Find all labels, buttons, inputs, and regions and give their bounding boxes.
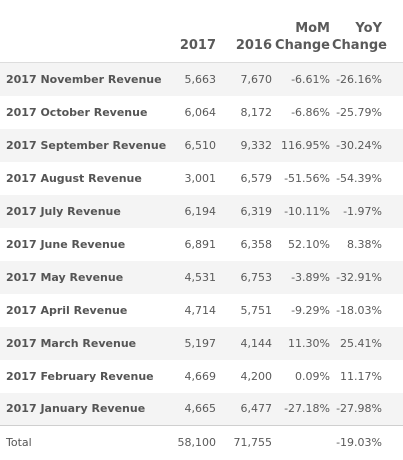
total-mom-change (274, 425, 332, 460)
row-2016-value: 4,200 (240, 369, 273, 383)
row-2017-value: 6,194 (184, 204, 217, 218)
total-row: Total 58,100 71,755 -19.03% (0, 425, 403, 460)
row-label: 2017 September Revenue (6, 138, 167, 152)
row-2016-value: 5,751 (240, 303, 273, 317)
row-mom-change: 52.10% (288, 237, 330, 251)
table-row: 2017 September Revenue 6,510 9,332 116.95% -… (0, 128, 403, 162)
header-yoy-change: YoY Change (332, 0, 403, 63)
row-2017-value: 5,663 (184, 72, 217, 86)
table-row: 2017 April Revenue 4,714 5,751 -9.29% -18.03… (0, 293, 403, 327)
row-yoy-change: 8.38% (347, 237, 382, 251)
table-row: 2017 November Revenue 5,663 7,670 -6.61% -26… (0, 62, 403, 96)
row-label: 2017 May Revenue (6, 270, 124, 284)
row-mom-change: 0.09% (295, 369, 330, 383)
table-row: 2017 March Revenue 5,197 4,144 11.30% 25.41% (0, 326, 403, 360)
row-2017-value: 3,001 (184, 171, 217, 185)
row-2016-value: 7,670 (240, 72, 273, 86)
table-footer: Total 58,100 71,755 -19.03% (0, 425, 403, 460)
row-mom-change: -6.61% (291, 72, 330, 86)
header-yoy-line2: Change (332, 38, 387, 53)
header-mom-line1: MoM (295, 21, 330, 36)
row-mom-change: 116.95% (281, 138, 330, 152)
row-2017-value: 6,510 (184, 138, 217, 152)
row-2016-value: 6,477 (240, 402, 273, 416)
row-yoy-change: -1.97% (343, 204, 382, 218)
header-row: 2017 2016 MoM Change YoY Change (0, 0, 403, 63)
row-label: 2017 July Revenue (6, 204, 121, 218)
row-mom-change: -27.18% (284, 402, 330, 416)
row-label: 2017 October Revenue (6, 105, 148, 119)
table-row: 2017 August Revenue 3,001 6,579 -51.56% -54.… (0, 161, 403, 195)
table-body: 2017 November Revenue 5,663 7,670 -6.61% -26… (0, 62, 403, 426)
total-2017: 58,100 (168, 425, 218, 460)
header-2017: 2017 (168, 0, 218, 63)
total-2016: 71,755 (218, 425, 274, 460)
row-label: 2017 April Revenue (6, 303, 128, 317)
row-2016-value: 9,332 (240, 138, 273, 152)
row-yoy-change: -27.98% (336, 402, 382, 416)
total-label: Total (0, 425, 168, 460)
row-mom-change: -6.86% (291, 105, 330, 119)
row-label: 2017 August Revenue (6, 171, 142, 185)
row-2017-value: 4,669 (184, 369, 217, 383)
table-row: 2017 January Revenue 4,665 6,477 -27.18% -27… (0, 392, 403, 426)
row-yoy-change: -30.24% (336, 138, 382, 152)
row-yoy-change: -18.03% (336, 303, 382, 317)
row-yoy-change: -25.79% (336, 105, 382, 119)
row-2017-value: 4,665 (184, 402, 217, 416)
table-row: 2017 February Revenue 4,669 4,200 0.09% 11.1… (0, 359, 403, 393)
header-yoy-line1: YoY (355, 21, 382, 36)
header-mom-line2: Change (275, 38, 330, 53)
table-row: 2017 October Revenue 6,064 8,172 -6.86% -25.… (0, 95, 403, 129)
row-mom-change: -51.56% (284, 171, 330, 185)
row-2016-value: 6,753 (240, 270, 273, 284)
header-label-cell (0, 0, 168, 63)
row-2017-value: 6,064 (184, 105, 217, 119)
row-2017-value: 5,197 (184, 336, 217, 350)
row-yoy-change: 11.17% (340, 369, 382, 383)
table-row: 2017 June Revenue 6,891 6,358 52.10% 8.38% (0, 227, 403, 261)
row-yoy-change: -54.39% (336, 171, 382, 185)
header-mom-change: MoM Change (274, 0, 332, 63)
row-yoy-change: 25.41% (340, 336, 382, 350)
row-mom-change: -3.89% (291, 270, 330, 284)
row-2016-value: 8,172 (240, 105, 273, 119)
table-row: 2017 May Revenue 4,531 6,753 -3.89% -32.91% (0, 260, 403, 294)
total-yoy-change: -19.03% (332, 425, 403, 460)
row-mom-change: -9.29% (291, 303, 330, 317)
row-mom-change: -10.11% (284, 204, 330, 218)
row-yoy-change: -26.16% (336, 72, 382, 86)
row-yoy-change: -32.91% (336, 270, 382, 284)
row-label: 2017 June Revenue (6, 237, 126, 251)
row-2016-value: 6,358 (240, 237, 273, 251)
row-2017-value: 6,891 (184, 237, 217, 251)
row-mom-change: 11.30% (288, 336, 330, 350)
row-2017-value: 4,714 (184, 303, 217, 317)
header-2016: 2016 (218, 0, 274, 63)
row-label: 2017 February Revenue (6, 369, 154, 383)
row-2016-value: 4,144 (240, 336, 273, 350)
row-2016-value: 6,579 (240, 171, 273, 185)
row-label: 2017 January Revenue (6, 402, 146, 416)
table-header: 2017 2016 MoM Change YoY Change (0, 0, 403, 63)
table-row: 2017 July Revenue 6,194 6,319 -10.11% -1.97% (0, 194, 403, 228)
row-label: 2017 November Revenue (6, 72, 162, 86)
row-2016-value: 6,319 (240, 204, 273, 218)
row-label: 2017 March Revenue (6, 336, 137, 350)
row-2017-value: 4,531 (184, 270, 217, 284)
